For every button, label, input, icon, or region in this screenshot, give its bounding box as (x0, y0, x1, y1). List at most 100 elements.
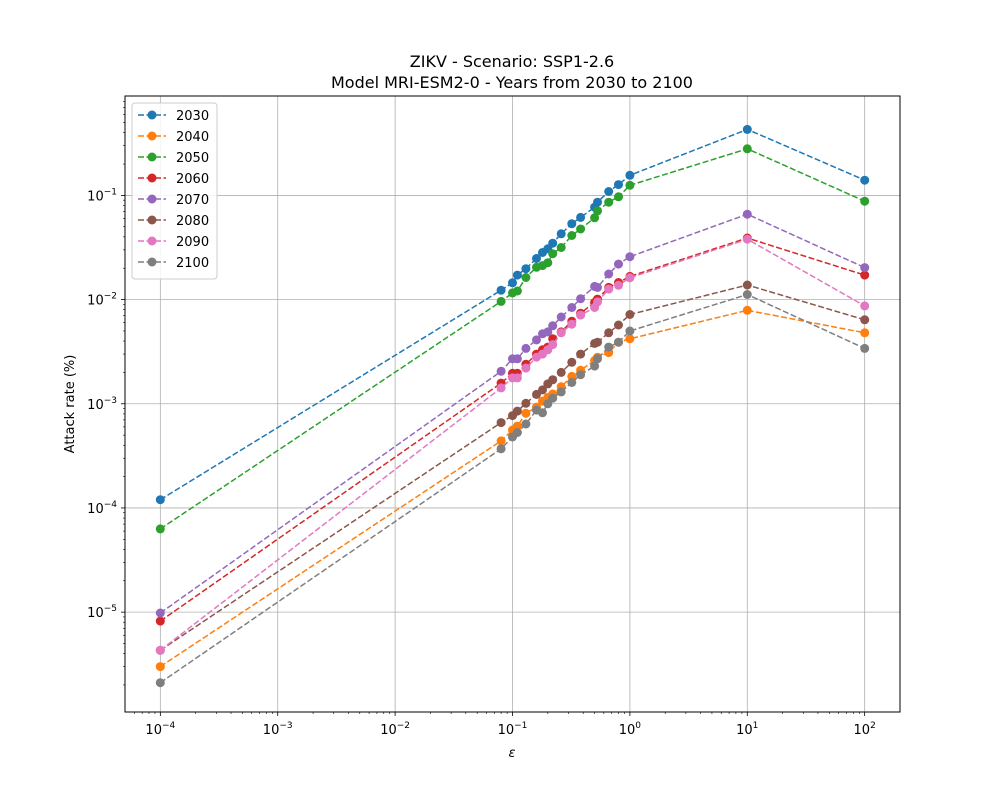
data-point (742, 305, 752, 315)
data-point (556, 367, 566, 377)
data-point (625, 310, 635, 319)
data-point (567, 231, 577, 240)
data-point (860, 263, 870, 273)
legend-label: 2040 (176, 130, 209, 145)
data-point (155, 616, 165, 626)
data-point (512, 406, 522, 416)
data-point (625, 170, 635, 180)
data-point (556, 243, 566, 252)
data-point (604, 269, 614, 279)
legend-marker (147, 173, 157, 183)
data-point (496, 418, 506, 428)
data-point (625, 252, 635, 262)
data-point (593, 354, 602, 364)
data-point (496, 383, 506, 393)
data-point (548, 340, 558, 350)
data-point (576, 294, 586, 304)
legend-item: 2050 (138, 151, 209, 166)
legend-item: 2100 (138, 256, 209, 271)
data-point (548, 249, 558, 259)
y-tick-label: 10−4 (87, 500, 117, 517)
legend-label: 2030 (176, 109, 209, 124)
data-point (576, 370, 586, 380)
data-point (567, 319, 577, 329)
y-tick-label: 10−5 (87, 604, 117, 621)
x-tick-label: 10−1 (498, 721, 528, 738)
data-point (521, 273, 531, 282)
data-point (860, 175, 870, 185)
data-point (860, 343, 870, 353)
data-point (593, 197, 602, 207)
data-point (593, 282, 602, 292)
data-point (521, 264, 531, 274)
data-point (604, 187, 614, 196)
data-point (521, 343, 531, 353)
data-point (548, 393, 558, 403)
y-tick-label: 10−1 (87, 187, 117, 204)
data-point (532, 254, 541, 263)
data-point (614, 337, 623, 347)
series-layer (155, 124, 870, 688)
data-point (512, 270, 522, 280)
data-point (742, 144, 752, 154)
legend-marker (147, 236, 157, 246)
data-point (567, 303, 577, 312)
data-point (512, 421, 522, 431)
legend-marker (147, 131, 157, 141)
data-point (614, 192, 623, 202)
legend-label: 2080 (176, 214, 209, 229)
data-point (512, 373, 522, 383)
legend-marker (147, 152, 157, 162)
data-point (567, 378, 577, 387)
data-point (576, 224, 586, 234)
data-point (604, 342, 614, 352)
data-point (593, 337, 602, 347)
series-2090 (155, 234, 870, 655)
legend-item: 2060 (138, 172, 209, 187)
data-point (521, 363, 531, 373)
x-tick-label: 10−2 (380, 721, 410, 738)
data-point (543, 258, 553, 268)
data-point (556, 387, 566, 397)
chart-title: ZIKV - Scenario: SSP1-2.6 (410, 52, 614, 71)
x-axis: 10−4 10−3 10−2 10−1 100 101 102 (133, 712, 876, 738)
data-point (155, 662, 165, 672)
data-point (538, 385, 547, 395)
legend-label: 2050 (176, 151, 209, 166)
data-point (521, 398, 531, 408)
data-point (532, 335, 541, 345)
x-tick-label: 10−4 (145, 721, 175, 738)
data-point (625, 273, 635, 283)
data-point (593, 206, 602, 216)
series-2070 (155, 209, 870, 618)
data-point (625, 334, 635, 344)
data-point (742, 280, 752, 290)
legend-marker (147, 110, 157, 120)
data-point (860, 328, 870, 338)
data-point (548, 238, 558, 248)
legend-item: 2080 (138, 214, 209, 229)
chart-subtitle: Model MRI-ESM2-0 - Years from 2030 to 21… (331, 73, 693, 92)
data-point (155, 495, 165, 505)
data-point (604, 284, 614, 294)
data-point (860, 196, 870, 206)
y-axis-label: Attack rate (%) (63, 355, 78, 454)
legend-item: 2070 (138, 193, 209, 208)
y-tick-label: 10−2 (87, 292, 117, 309)
legend-item: 2040 (138, 130, 209, 145)
data-point (548, 375, 558, 385)
legend-item: 2030 (138, 109, 209, 124)
data-point (538, 408, 547, 418)
series-2100 (155, 290, 870, 688)
data-point (512, 354, 522, 364)
data-point (556, 229, 566, 239)
data-point (860, 270, 870, 280)
data-point (604, 328, 614, 338)
data-point (860, 301, 870, 311)
data-point (543, 327, 553, 337)
x-tick-label: 102 (854, 721, 876, 738)
grid-lines (125, 96, 900, 712)
data-point (508, 278, 517, 288)
data-point (625, 326, 635, 336)
